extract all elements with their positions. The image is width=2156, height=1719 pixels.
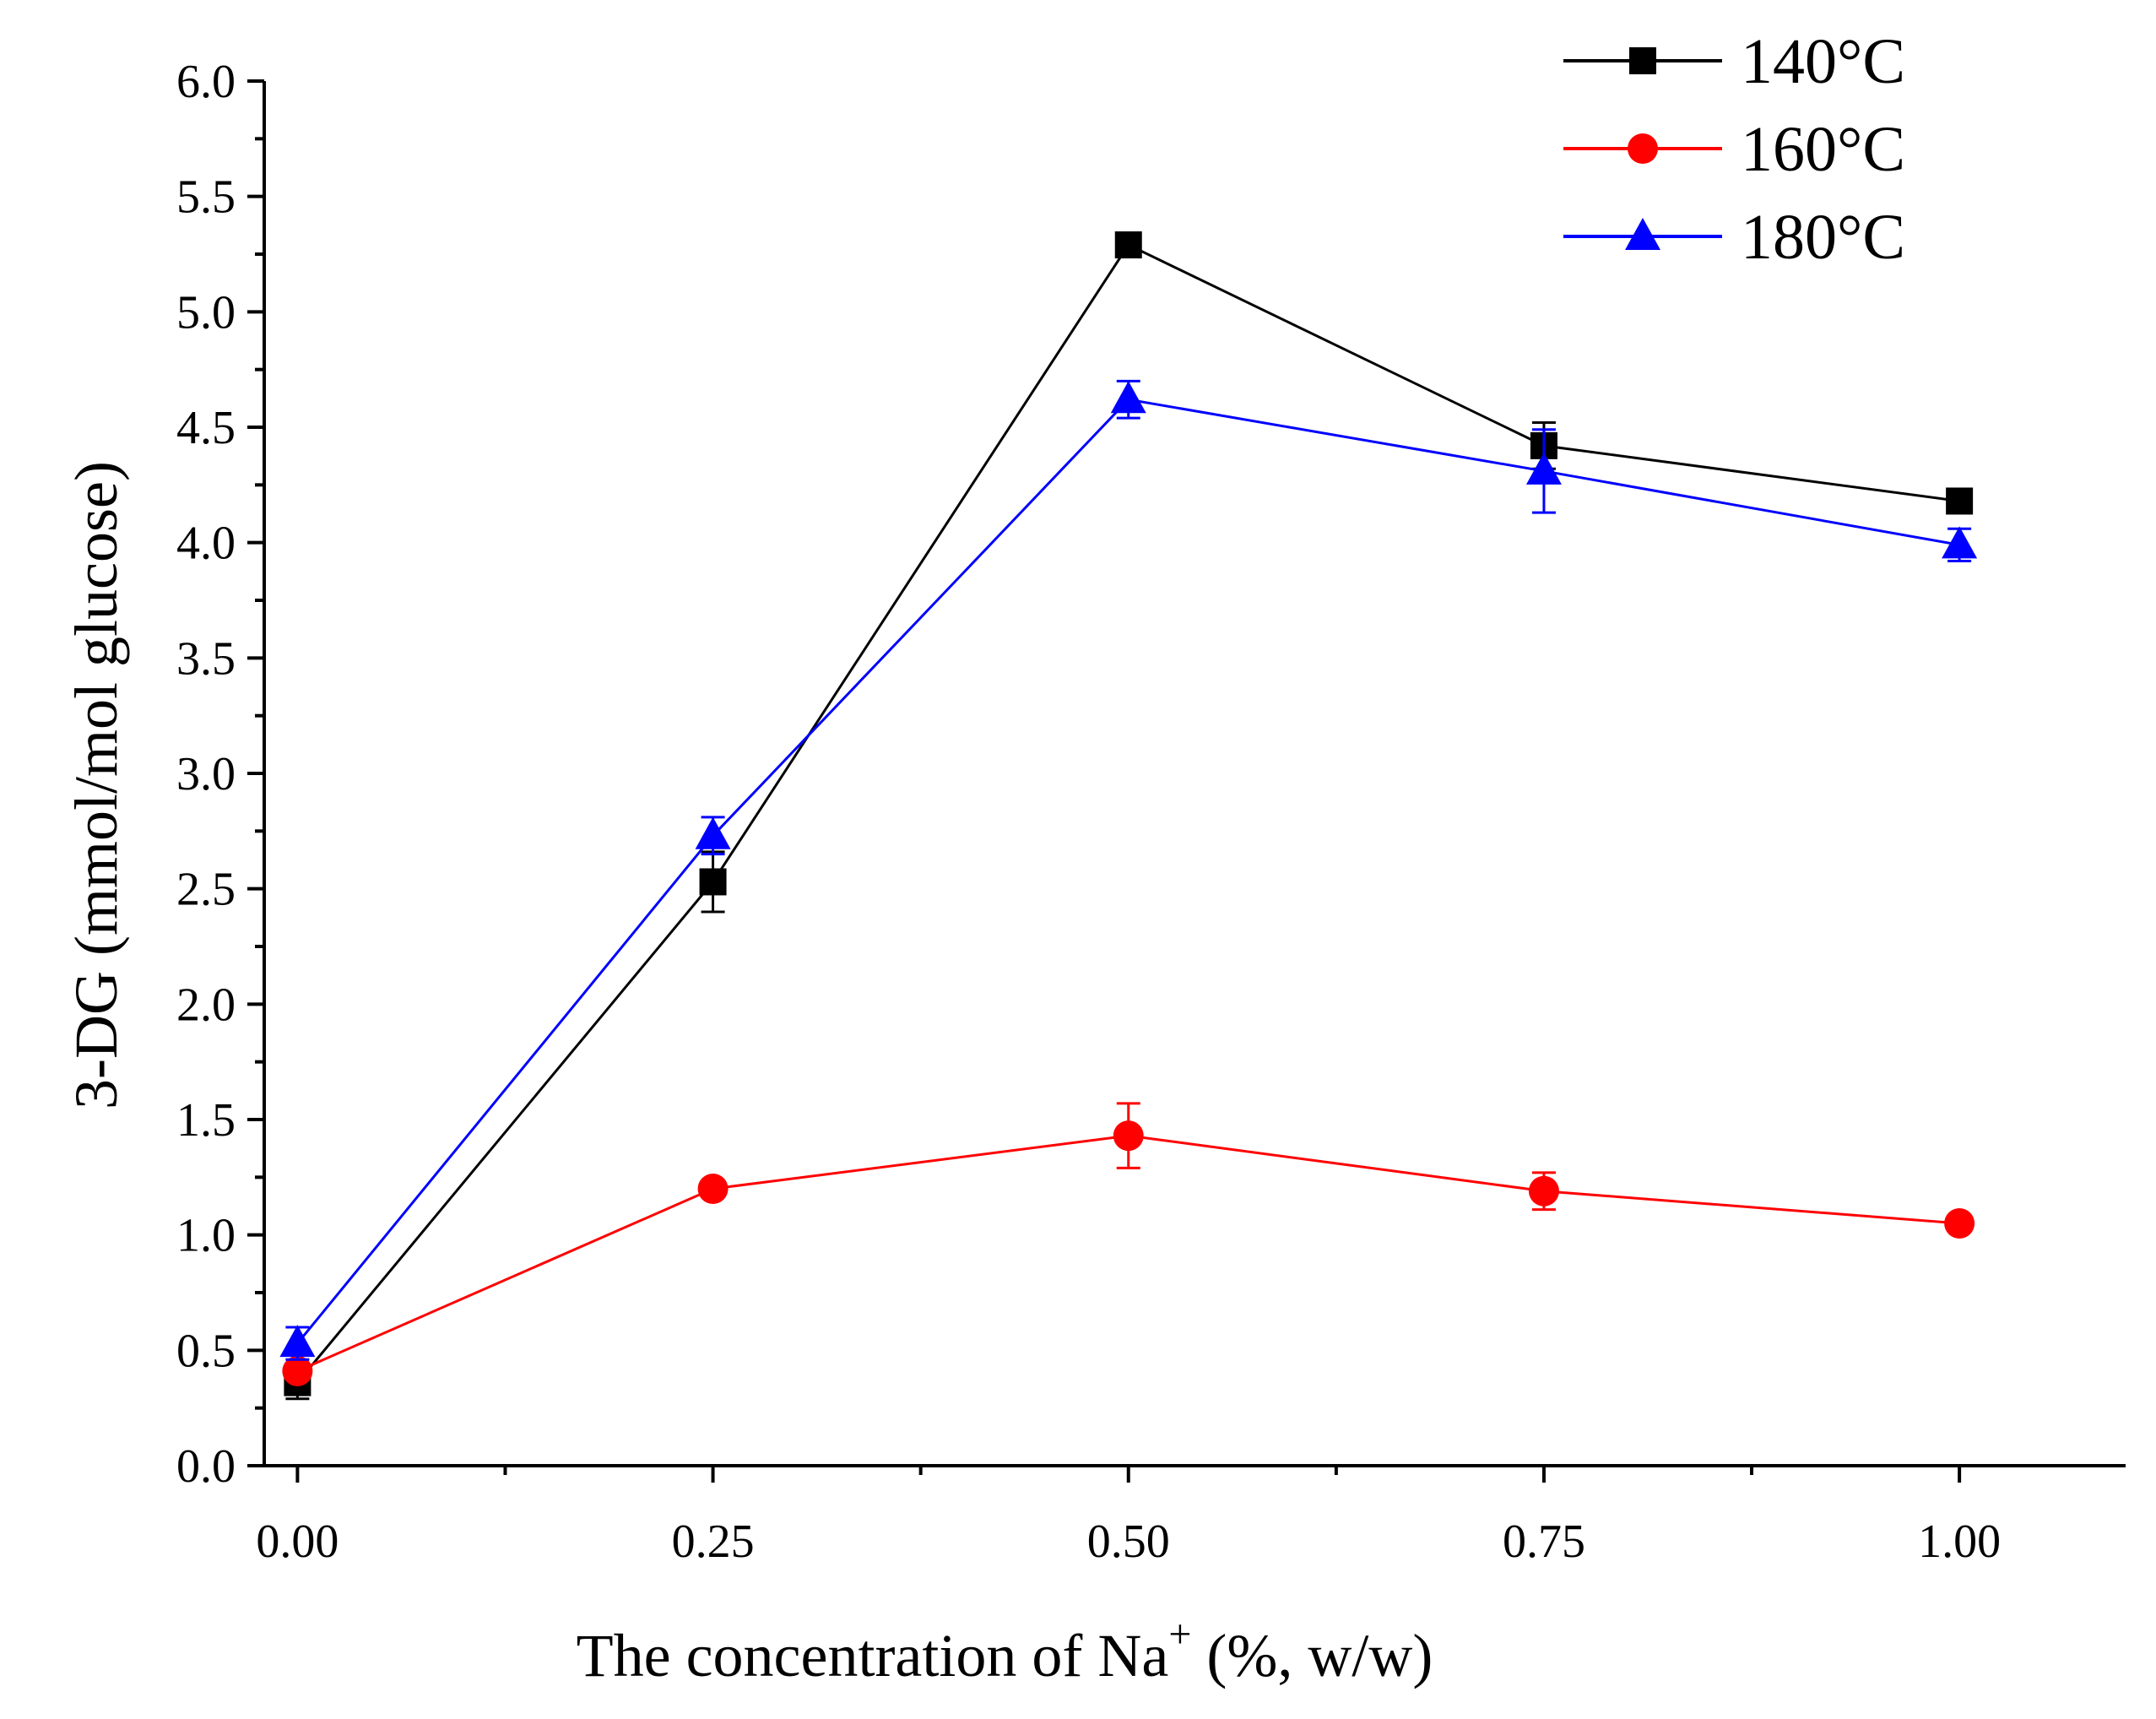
legend-marker bbox=[1625, 218, 1660, 250]
x-axis-label: The concentration of Na+ (%, w/w) bbox=[577, 1612, 1433, 1689]
legend-item: 180°C bbox=[1563, 202, 1905, 273]
data-point bbox=[697, 1174, 729, 1204]
y-tick-label: 5.0 bbox=[176, 286, 236, 339]
series-layer bbox=[279, 231, 1978, 1401]
y-tick-label: 0.0 bbox=[176, 1440, 236, 1493]
data-point bbox=[1942, 526, 1978, 559]
data-point bbox=[695, 816, 731, 849]
y-tick-label: 2.0 bbox=[176, 979, 236, 1031]
y-tick-label: 4.0 bbox=[176, 518, 236, 570]
y-axis-label: 3-DG (mmol/mol glucose) bbox=[62, 461, 130, 1109]
y-tick-label: 0.5 bbox=[176, 1325, 236, 1377]
y-tick-label: 3.5 bbox=[176, 632, 236, 685]
data-point bbox=[279, 1325, 316, 1358]
x-tick-label: 0.25 bbox=[672, 1516, 755, 1568]
data-point bbox=[1944, 1208, 1975, 1239]
series-0 bbox=[284, 231, 1974, 1401]
legend-marker bbox=[1629, 47, 1656, 74]
legend-item: 160°C bbox=[1563, 114, 1905, 185]
x-tick-label: 0.00 bbox=[256, 1516, 339, 1568]
y-tick-label: 1.5 bbox=[176, 1094, 236, 1147]
legend: 140°C 160°C 180°C bbox=[1563, 26, 1905, 273]
data-point bbox=[1528, 1175, 1559, 1207]
legend-item: 140°C bbox=[1563, 26, 1905, 97]
data-point bbox=[699, 868, 727, 896]
legend-label: 180°C bbox=[1741, 202, 1905, 273]
y-tick-label: 1.0 bbox=[176, 1210, 236, 1262]
y-tick-label: 4.5 bbox=[176, 402, 236, 454]
data-point bbox=[1114, 231, 1142, 259]
x-tick-label: 0.75 bbox=[1503, 1516, 1585, 1568]
data-point bbox=[1946, 487, 1974, 515]
legend-label: 160°C bbox=[1741, 114, 1905, 185]
x-tick-label: 0.50 bbox=[1087, 1516, 1170, 1568]
y-tick-label: 2.5 bbox=[176, 864, 236, 916]
x-tick-label: 1.00 bbox=[1918, 1516, 2001, 1568]
series-2 bbox=[279, 379, 1978, 1361]
legend-marker bbox=[1628, 133, 1658, 164]
y-tick-label: 5.5 bbox=[176, 171, 236, 224]
y-tick-label: 6.0 bbox=[176, 56, 236, 108]
data-point bbox=[282, 1355, 313, 1386]
data-point bbox=[1113, 1120, 1144, 1152]
series-1 bbox=[282, 1102, 1975, 1386]
axes: 0.0 0.5 1.0 1.5 2.0 2.5 3.0 3.5 4.0 4.5 5.0 5.5 6.0 0… bbox=[176, 56, 2126, 1568]
data-point bbox=[1525, 452, 1562, 485]
legend-label: 140°C bbox=[1741, 26, 1905, 97]
y-tick-label: 3.0 bbox=[176, 748, 236, 800]
data-point bbox=[1110, 381, 1146, 414]
